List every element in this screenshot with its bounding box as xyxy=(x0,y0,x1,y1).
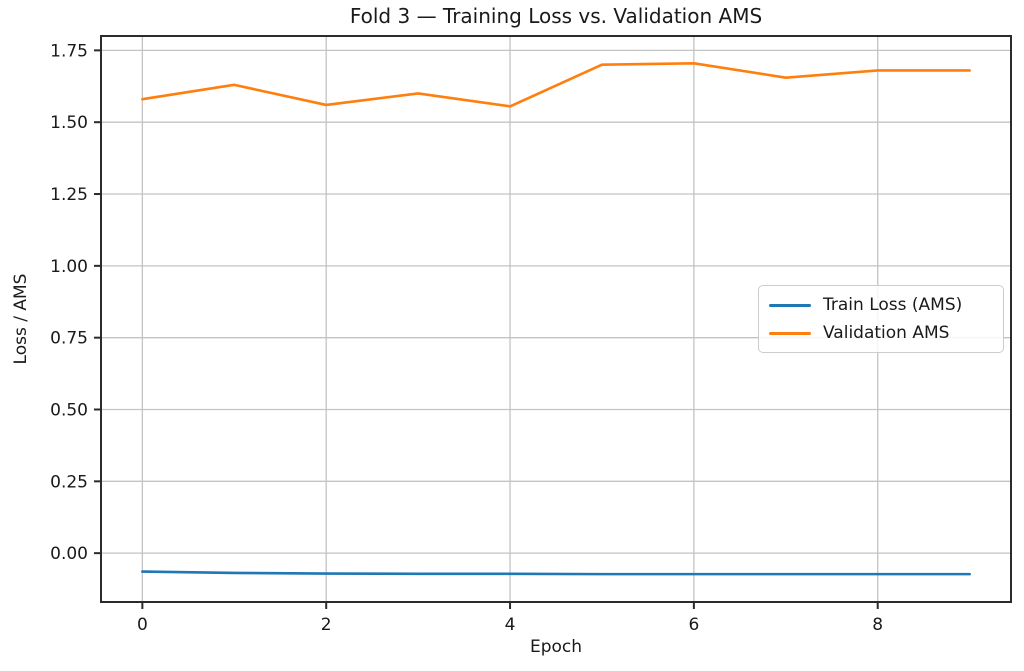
y-tick-label: 1.00 xyxy=(50,257,88,277)
x-tick-label: 0 xyxy=(137,615,148,635)
x-tick-label: 2 xyxy=(321,615,332,635)
plot-border xyxy=(100,35,1012,603)
legend: Train Loss (AMS) Validation AMS xyxy=(758,285,1004,353)
legend-swatch-train-loss xyxy=(769,303,811,307)
x-axis-label: Epoch xyxy=(529,637,583,657)
y-tick-label: 0.00 xyxy=(50,544,88,564)
legend-label-validation-ams: Validation AMS xyxy=(823,323,950,343)
y-axis-label: Loss / AMS xyxy=(11,273,31,365)
series-line-0 xyxy=(141,570,971,576)
y-tick-label: 1.75 xyxy=(50,41,88,61)
x-tick-label: 4 xyxy=(505,615,516,635)
y-tick-label: 0.50 xyxy=(50,401,88,421)
legend-entry-train-loss: Train Loss (AMS) xyxy=(769,292,993,318)
y-tick-label: 1.50 xyxy=(50,113,88,133)
y-tick-label: 0.25 xyxy=(50,472,88,492)
chart-title: Fold 3 — Training Loss vs. Validation AM… xyxy=(349,4,763,28)
legend-swatch-validation-ams xyxy=(769,331,811,335)
x-tick-label: 8 xyxy=(872,615,883,635)
series-line-1 xyxy=(141,61,971,108)
y-tick-label: 0.75 xyxy=(50,329,88,349)
y-tick-label: 1.25 xyxy=(50,185,88,205)
x-tick-label: 6 xyxy=(688,615,699,635)
legend-entry-validation-ams: Validation AMS xyxy=(769,320,993,346)
legend-label-train-loss: Train Loss (AMS) xyxy=(823,295,963,315)
